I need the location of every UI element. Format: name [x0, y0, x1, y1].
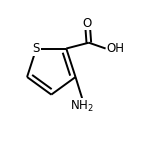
Text: O: O	[83, 16, 92, 30]
Text: NH$_2$: NH$_2$	[70, 99, 94, 114]
Text: OH: OH	[107, 42, 125, 55]
Text: S: S	[33, 42, 40, 55]
